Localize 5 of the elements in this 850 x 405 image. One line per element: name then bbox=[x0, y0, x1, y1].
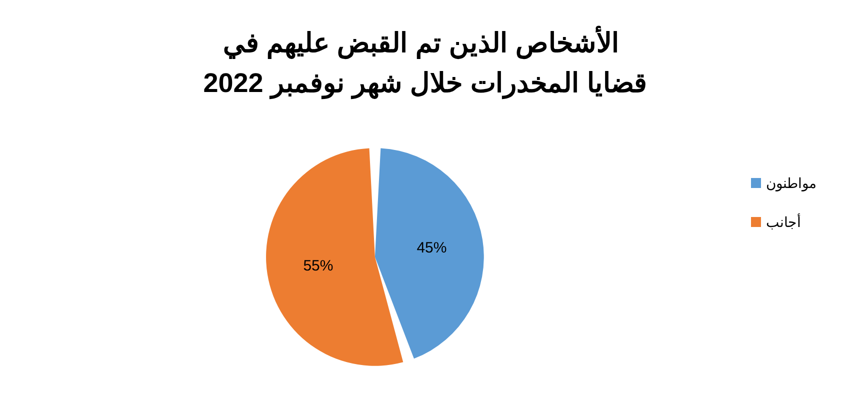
data-label: 45% bbox=[416, 239, 447, 256]
chart-title: الأشخاص الذين تم القبض عليهم في قضايا المخدرات خلال شهر نوفمبر 2022 bbox=[203, 26, 647, 100]
legend-label: أجانب bbox=[766, 212, 801, 230]
legend-label: مواطنون bbox=[766, 175, 817, 192]
data-label: 55% bbox=[303, 257, 334, 274]
